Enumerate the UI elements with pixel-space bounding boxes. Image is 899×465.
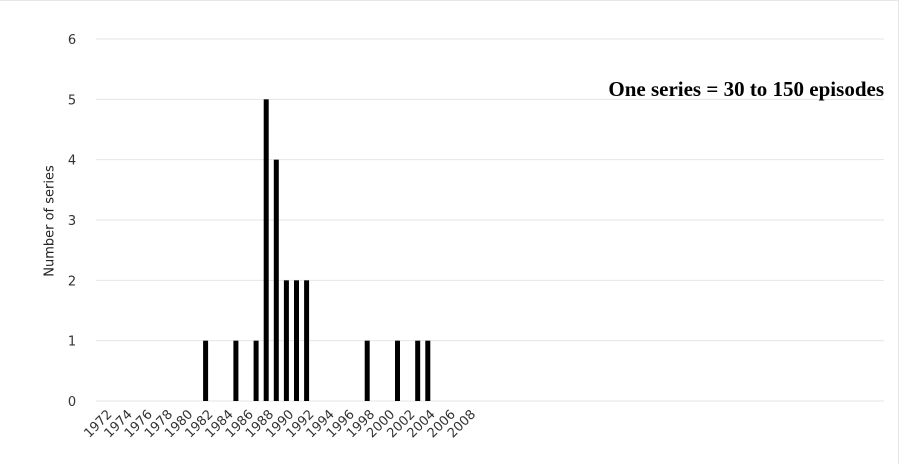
- bar-1998: [364, 340, 370, 401]
- chart-annotation: One series = 30 to 150 episodes: [608, 77, 884, 101]
- y-tick-label: 1: [68, 335, 76, 350]
- bar-2003: [415, 340, 421, 401]
- bars: [203, 99, 431, 401]
- bar-2001: [395, 340, 400, 401]
- y-tick-label: 5: [68, 93, 76, 108]
- y-tick-label: 3: [68, 214, 76, 229]
- bar-1992: [304, 280, 310, 401]
- bar-1985: [233, 340, 239, 401]
- bar-1989: [273, 159, 279, 401]
- x-axis-ticks: 1972197419761978198019821984198619881990…: [81, 407, 479, 441]
- bar-1991: [294, 280, 299, 401]
- bar-2004: [425, 340, 431, 401]
- bar-1990: [283, 280, 289, 401]
- bar-1988: [263, 99, 269, 401]
- gridlines: [96, 38, 884, 402]
- y-tick-label: 6: [68, 33, 76, 48]
- bar-1982: [203, 340, 209, 401]
- y-tick-label: 0: [68, 395, 76, 410]
- bar-1987: [253, 340, 259, 401]
- y-tick-label: 2: [68, 274, 76, 289]
- y-tick-label: 4: [68, 154, 76, 169]
- y-axis-ticks: 0 1 2 3 4 5 6: [68, 33, 76, 410]
- y-axis-title: Number of series: [42, 165, 58, 277]
